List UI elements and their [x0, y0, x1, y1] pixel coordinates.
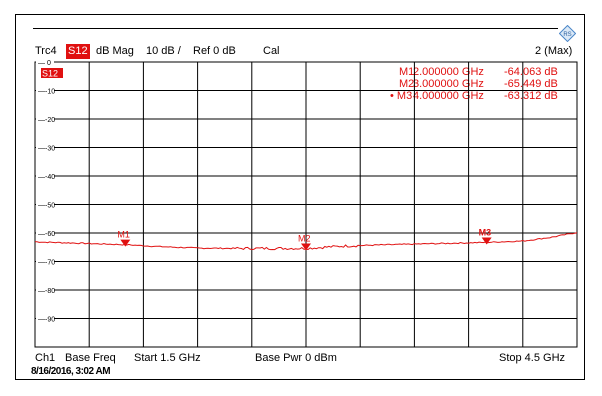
y-tick-label-bg — [36, 286, 54, 294]
stop-freq-label[interactable]: Stop 4.5 GHz — [499, 352, 566, 364]
marker-label-m2: M2 — [298, 234, 311, 244]
trace-badge-bg — [41, 68, 63, 78]
marker-row-m2[interactable]: M2 3.000000 GHz -65.449 dB — [390, 78, 576, 90]
rohde-schwarz-logo-icon: RS — [559, 25, 576, 42]
ref-label[interactable]: Ref 0 dB — [193, 45, 236, 57]
y-tick-label-bg — [36, 58, 54, 66]
format-label[interactable]: dB Mag — [96, 45, 134, 57]
cal-label: Cal — [263, 45, 280, 57]
marker-name: M1 — [399, 66, 415, 78]
y-tick-label: —-30 — [38, 146, 55, 153]
marker-name: • M3 — [390, 90, 413, 102]
marker-row-m1[interactable]: M1 2.000000 GHz -64.063 dB — [390, 66, 576, 78]
channel-footer: Ch1 Base Freq Start 1.5 GHz Base Pwr 0 d… — [35, 352, 580, 366]
marker-frequency: 3.000000 GHz — [413, 78, 484, 90]
trace-badge-label[interactable]: S12 — [42, 69, 58, 79]
y-tick-label: —-90 — [38, 317, 55, 324]
y-tick-label-bg — [36, 229, 54, 237]
marker-label-m1: M1 — [117, 230, 130, 240]
marker-table: M1 2.000000 GHz -64.063 dB M2 3.000000 GHz -6… — [390, 66, 576, 102]
y-tick-label-bg — [36, 257, 54, 266]
y-tick-label: — 0 — [38, 60, 51, 67]
marker-frequency: 2.000000 GHz — [413, 66, 484, 78]
display-frame — [15, 14, 585, 380]
y-tick-label: —-40 — [38, 174, 55, 181]
marker-row-m3[interactable]: • M3 4.000000 GHz -63.312 dB — [390, 90, 576, 102]
svg-text:RS: RS — [563, 32, 571, 38]
marker-name: M2 — [399, 78, 415, 90]
marker-label-m3: M3 — [479, 227, 492, 237]
marker-value: -63.312 dB — [504, 90, 558, 102]
y-tick-label-bg — [36, 143, 54, 152]
marker-value: -64.063 dB — [504, 66, 558, 78]
trace-name[interactable]: Trc4 — [35, 45, 57, 57]
marker-triangle-m2[interactable] — [301, 243, 311, 251]
scale-label[interactable]: 10 dB / — [146, 45, 181, 57]
channel-label[interactable]: Ch1 — [35, 352, 56, 364]
y-tick-label: —-70 — [38, 260, 55, 267]
y-tick-label-bg — [36, 314, 54, 323]
y-tick-label: —-50 — [38, 203, 55, 210]
y-tick-label: —-80 — [38, 288, 55, 295]
y-tick-label: —-20 — [38, 117, 55, 124]
y-tick-label-bg — [36, 172, 54, 180]
y-tick-label-bg — [36, 115, 54, 123]
y-tick-label: —-10 — [38, 89, 55, 96]
timestamp: 8/16/2016, 3:02 AM — [31, 366, 111, 377]
y-tick-label: —-60 — [38, 231, 55, 238]
start-freq-label[interactable]: Start 1.5 GHz — [134, 352, 201, 364]
title-bar-line — [33, 28, 558, 29]
y-tick-label-bg — [36, 200, 54, 209]
marker-frequency: 4.000000 GHz — [413, 90, 484, 102]
trace-header: Trc4 S12 dB Mag 10 dB / Ref 0 dB Cal 2 (… — [35, 44, 580, 60]
base-freq-label: Base Freq — [65, 352, 116, 364]
marker-triangle-m1[interactable] — [120, 239, 131, 247]
base-power-label[interactable]: Base Pwr 0 dBm — [255, 352, 337, 364]
y-tick-label-bg — [36, 86, 54, 95]
marker-triangle-m3[interactable] — [481, 237, 492, 245]
marker-value: -65.449 dB — [504, 78, 558, 90]
trace-count: 2 (Max) — [535, 45, 573, 57]
measurement-parameter[interactable]: S12 — [66, 44, 90, 59]
